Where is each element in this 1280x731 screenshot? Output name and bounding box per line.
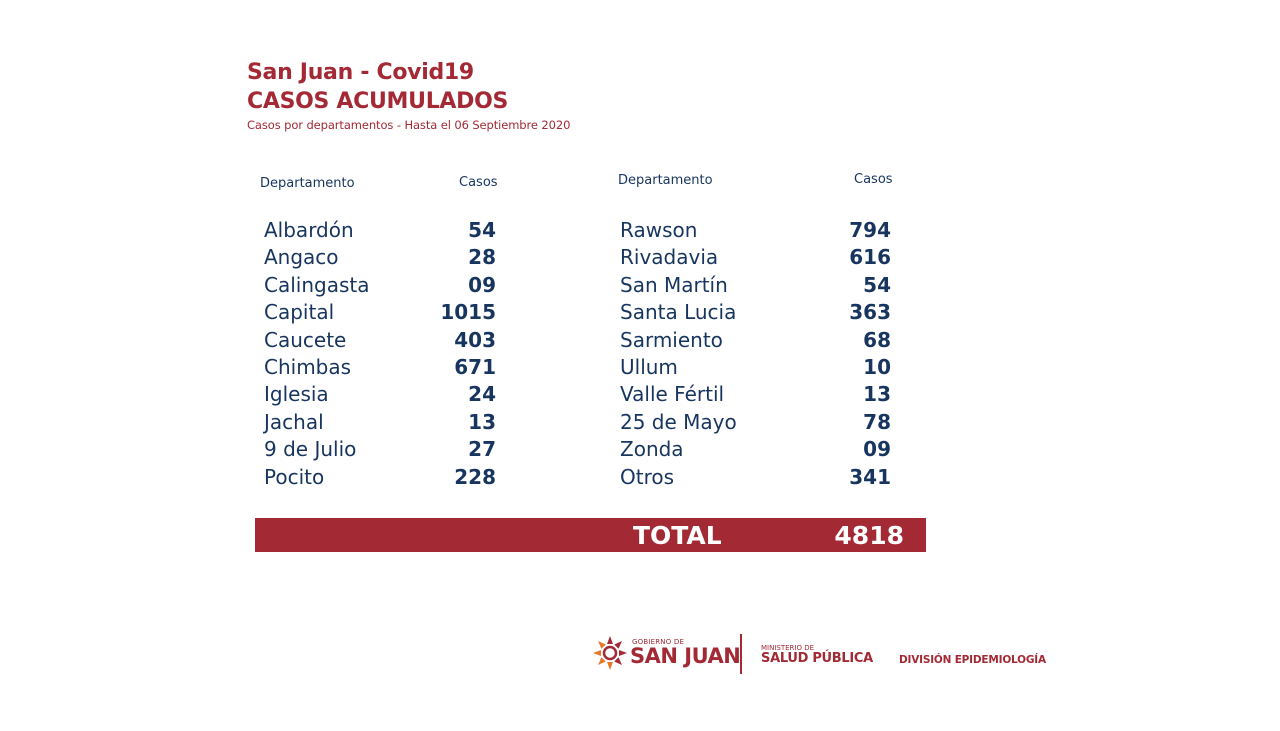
logo-divider — [740, 634, 742, 674]
department-name: Ullum — [620, 354, 678, 379]
department-name: Zonda — [620, 437, 684, 462]
department-cases: 78 — [863, 409, 891, 434]
department-name: Rawson — [620, 218, 698, 242]
report-title: San Juan - Covid19 — [247, 60, 474, 85]
department-name: Sarmiento — [620, 327, 723, 352]
department-name: Chimbas — [264, 354, 352, 379]
department-cases: 24 — [468, 382, 496, 407]
department-cases: 341 — [849, 464, 891, 489]
department-row: Caucete 403 — [264, 327, 496, 354]
total-bar: TOTAL 4818 — [255, 518, 926, 552]
san-juan-logo-text: SAN JUAN — [630, 644, 741, 668]
salud-publica-logo-text: SALUD PÚBLICA — [761, 651, 873, 666]
gobierno-label: GOBIERNO DE — [632, 638, 685, 646]
sun-logo-icon — [593, 636, 627, 670]
department-name: Albardón — [264, 218, 354, 242]
department-name: Santa Lucia — [620, 300, 737, 325]
department-name: Angaco — [264, 245, 339, 270]
right-dept-header: Departamento — [618, 173, 713, 188]
department-row: Sarmiento 68 — [620, 327, 891, 354]
left-cases-header: Casos — [459, 175, 498, 190]
department-cases: 09 — [468, 272, 496, 297]
department-name: Caucete — [264, 327, 347, 352]
department-row: Rivadavia 616 — [620, 244, 891, 271]
footer-logos: GOBIERNO DE SAN JUAN MINISTERIO DE SALUD… — [590, 630, 1046, 678]
department-name: 25 de Mayo — [620, 409, 737, 434]
department-row: Ullum 10 — [620, 354, 891, 381]
department-row: Rawson 794 — [620, 217, 891, 244]
department-cases: 671 — [454, 354, 496, 379]
left-dept-header: Departamento — [260, 176, 355, 191]
department-name: 9 de Julio — [264, 437, 357, 462]
department-cases: 13 — [863, 382, 891, 407]
department-row: Chimbas 671 — [264, 354, 496, 381]
department-name: Jachal — [264, 409, 324, 434]
department-name: Calingasta — [264, 272, 370, 297]
department-cases: 27 — [468, 437, 496, 462]
department-cases: 09 — [863, 437, 891, 462]
department-cases: 403 — [454, 327, 496, 352]
department-row: Albardón 54 — [264, 217, 496, 244]
department-cases: 794 — [849, 218, 891, 242]
department-row: Otros 341 — [620, 464, 891, 491]
department-row: Valle Fértil 13 — [620, 381, 891, 408]
department-cases: 54 — [468, 218, 496, 242]
department-cases: 13 — [468, 409, 496, 434]
department-cases: 616 — [849, 245, 891, 270]
department-row: Calingasta 09 — [264, 272, 496, 299]
department-cases: 10 — [863, 354, 891, 379]
department-name: Pocito — [264, 464, 325, 489]
department-name: San Martín — [620, 272, 728, 297]
department-cases: 28 — [468, 245, 496, 270]
department-cases: 363 — [849, 300, 891, 325]
left-department-list: Albardón 54 Angaco 28 Calingasta 09 Capital 101… — [264, 217, 496, 491]
department-name: Otros — [620, 464, 675, 489]
department-cases: 228 — [454, 464, 496, 489]
ministerio-label: MINISTERIO DE — [761, 644, 815, 652]
department-row: Santa Lucia 363 — [620, 299, 891, 326]
department-name: Capital — [264, 300, 335, 325]
total-label: TOTAL — [633, 521, 722, 550]
report-subtitle: Casos por departamentos - Hasta el 06 Se… — [247, 118, 571, 132]
department-row: Pocito 228 — [264, 464, 496, 491]
department-cases: 68 — [863, 327, 891, 352]
division-label: DIVISIÓN EPIDEMIOLOGÍA — [899, 654, 1046, 666]
report-header: San Juan - Covid19 CASOS ACUMULADOS Caso… — [247, 58, 570, 132]
department-name: Iglesia — [264, 382, 329, 407]
right-department-list: Rawson 794 Rivadavia 616 San Martín 54 Santa L… — [620, 217, 891, 491]
department-row: Jachal 13 — [264, 409, 496, 436]
department-row: 9 de Julio 27 — [264, 436, 496, 463]
department-row: Zonda 09 — [620, 436, 891, 463]
department-row: San Martín 54 — [620, 272, 891, 299]
total-value: 4818 — [834, 521, 904, 550]
department-row: 25 de Mayo 78 — [620, 409, 891, 436]
department-row: Angaco 28 — [264, 244, 496, 271]
department-name: Valle Fértil — [620, 382, 725, 407]
report-heading: CASOS ACUMULADOS — [247, 89, 509, 114]
department-cases: 1015 — [440, 300, 496, 325]
department-row: Capital 1015 — [264, 299, 496, 326]
department-cases: 54 — [863, 272, 891, 297]
department-row: Iglesia 24 — [264, 381, 496, 408]
right-cases-header: Casos — [854, 172, 893, 187]
department-name: Rivadavia — [620, 245, 719, 270]
